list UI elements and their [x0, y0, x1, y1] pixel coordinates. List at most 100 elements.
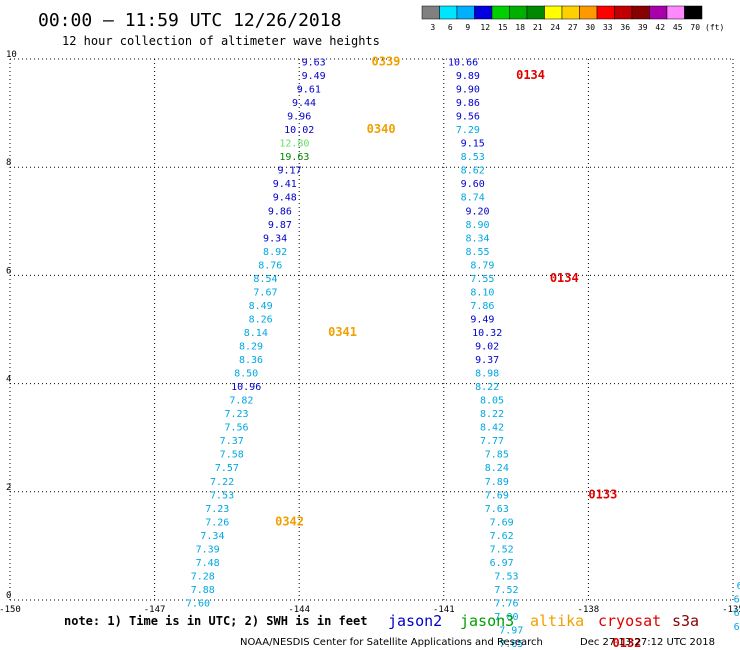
legend-value: 6 — [448, 23, 453, 32]
legend-value: 24 — [550, 23, 560, 32]
data-point: 8.50 — [234, 369, 258, 380]
data-point: 9.34 — [263, 233, 287, 244]
data-point: 9.17 — [278, 166, 302, 177]
data-point: 8.24 — [485, 463, 509, 474]
time-label: 0342 — [275, 514, 304, 528]
data-point: 7.22 — [210, 477, 234, 488]
data-point: 8.10 — [470, 287, 494, 298]
data-point: 8.54 — [253, 274, 277, 285]
data-point: 8.34 — [465, 233, 489, 244]
legend-value: 70 — [690, 23, 700, 32]
legend-value: 33 — [603, 23, 613, 32]
legend-value: 12 — [480, 23, 490, 32]
legend-swatch — [474, 5, 493, 20]
data-point: 7.86 — [470, 301, 494, 312]
data-point: 9.61 — [297, 85, 321, 96]
data-point: 8.42 — [480, 423, 504, 434]
data-point: 7.26 — [205, 517, 229, 528]
data-point: 7.97 — [499, 626, 523, 637]
data-point: 8.76 — [258, 260, 282, 271]
data-points: 9.63 9.49 9.61 9.44 9.96 10.02 12.80 19.63 9.17 9… — [186, 57, 740, 650]
legend-value: 36 — [620, 23, 630, 32]
data-point: 7.65 — [499, 639, 523, 650]
data-point: 7.69 — [490, 517, 514, 528]
data-point: 7.52 — [490, 544, 514, 555]
data-point: 9.48 — [273, 193, 297, 204]
data-point: 8.26 — [249, 314, 273, 325]
data-point: 7.55 — [470, 274, 494, 285]
data-point: 8.14 — [244, 328, 268, 339]
legend-swatch — [491, 5, 510, 20]
time-label: 0133 — [588, 487, 617, 501]
satellite-label: jason2 — [388, 612, 442, 630]
legend-swatch — [421, 5, 440, 20]
axis-ticks: -150 -147 -144 -141 -138 -135 0 2 4 6 8 10 — [0, 50, 740, 615]
time-label: 0132 — [613, 636, 642, 650]
data-point: 7.69 — [485, 490, 509, 501]
legend-swatch — [579, 5, 598, 20]
data-point: 9.87 — [268, 220, 292, 231]
data-point: 9.56 — [456, 112, 480, 123]
data-point: 9.86 — [268, 206, 292, 217]
data-point: 8.22 — [475, 382, 499, 393]
legend-swatch — [631, 5, 650, 20]
time-labels: 0339 0340 0341 0342 0134 0134 0133 0132 — [275, 54, 641, 650]
credit-text: NOAA/NESDIS Center for Satellite Applica… — [240, 637, 543, 648]
timestamp-text: Dec 27 13:27:12 UTC 2018 — [580, 637, 715, 648]
data-point: 8.36 — [239, 355, 263, 366]
legend-value: 27 — [568, 23, 578, 32]
data-point: 8.92 — [263, 247, 287, 258]
data-point: 9.86 — [456, 98, 480, 109]
legend-value: 9 — [465, 23, 470, 32]
legend-swatch — [456, 5, 475, 20]
x-tick-label: -144 — [288, 605, 310, 615]
y-tick-label: 8 — [6, 158, 11, 168]
y-tick-label: 2 — [6, 483, 11, 493]
data-point: 12.80 — [279, 139, 309, 150]
legend-value: 45 — [673, 23, 683, 32]
legend-swatch — [439, 5, 458, 20]
data-point: 9.02 — [475, 342, 499, 353]
data-point: 10.32 — [472, 328, 502, 339]
legend-value: 42 — [655, 23, 665, 32]
data-point: 9.96 — [287, 112, 311, 123]
data-point: 7.48 — [196, 558, 220, 569]
data-point: 7.77 — [480, 436, 504, 447]
data-point: 6.97 — [490, 558, 514, 569]
satellite-label: jason3 — [460, 612, 514, 630]
legend-value: 30 — [585, 23, 595, 32]
data-point: 8.90 — [465, 220, 489, 231]
data-point: 7.29 — [456, 125, 480, 136]
data-point: 7.80 — [494, 612, 518, 623]
satellite-label: altika — [530, 612, 584, 630]
data-point: 7.82 — [229, 396, 253, 407]
data-point: 6. — [737, 581, 740, 592]
data-point: 7.58 — [220, 450, 244, 461]
data-point: 9.63 — [302, 57, 326, 68]
data-point: 9.41 — [273, 179, 297, 190]
data-point: 7.88 — [191, 585, 215, 596]
data-point: 10.66 — [448, 57, 478, 68]
legend-unit: (ft) — [705, 23, 724, 32]
legend-value: 18 — [515, 23, 525, 32]
legend-swatch — [526, 5, 545, 20]
data-point: 7.23 — [224, 409, 248, 420]
data-point: 7.37 — [220, 436, 244, 447]
data-point: 9.20 — [465, 206, 489, 217]
legend-swatch — [614, 5, 633, 20]
data-point: 19.63 — [279, 152, 309, 163]
data-point: 7.23 — [205, 504, 229, 515]
legend-swatch — [666, 5, 685, 20]
y-tick-label: 6 — [6, 266, 11, 276]
x-tick-label: -138 — [578, 605, 600, 615]
time-label: 0339 — [372, 54, 401, 68]
legend-swatch — [509, 5, 528, 20]
legend-swatch — [561, 5, 580, 20]
data-point: 7.57 — [215, 463, 239, 474]
data-point: 7.28 — [191, 571, 215, 582]
time-label: 0134 — [516, 68, 545, 82]
data-point: 8.74 — [461, 193, 485, 204]
time-label: 0341 — [328, 325, 357, 339]
data-point: 6.4 — [734, 622, 740, 633]
